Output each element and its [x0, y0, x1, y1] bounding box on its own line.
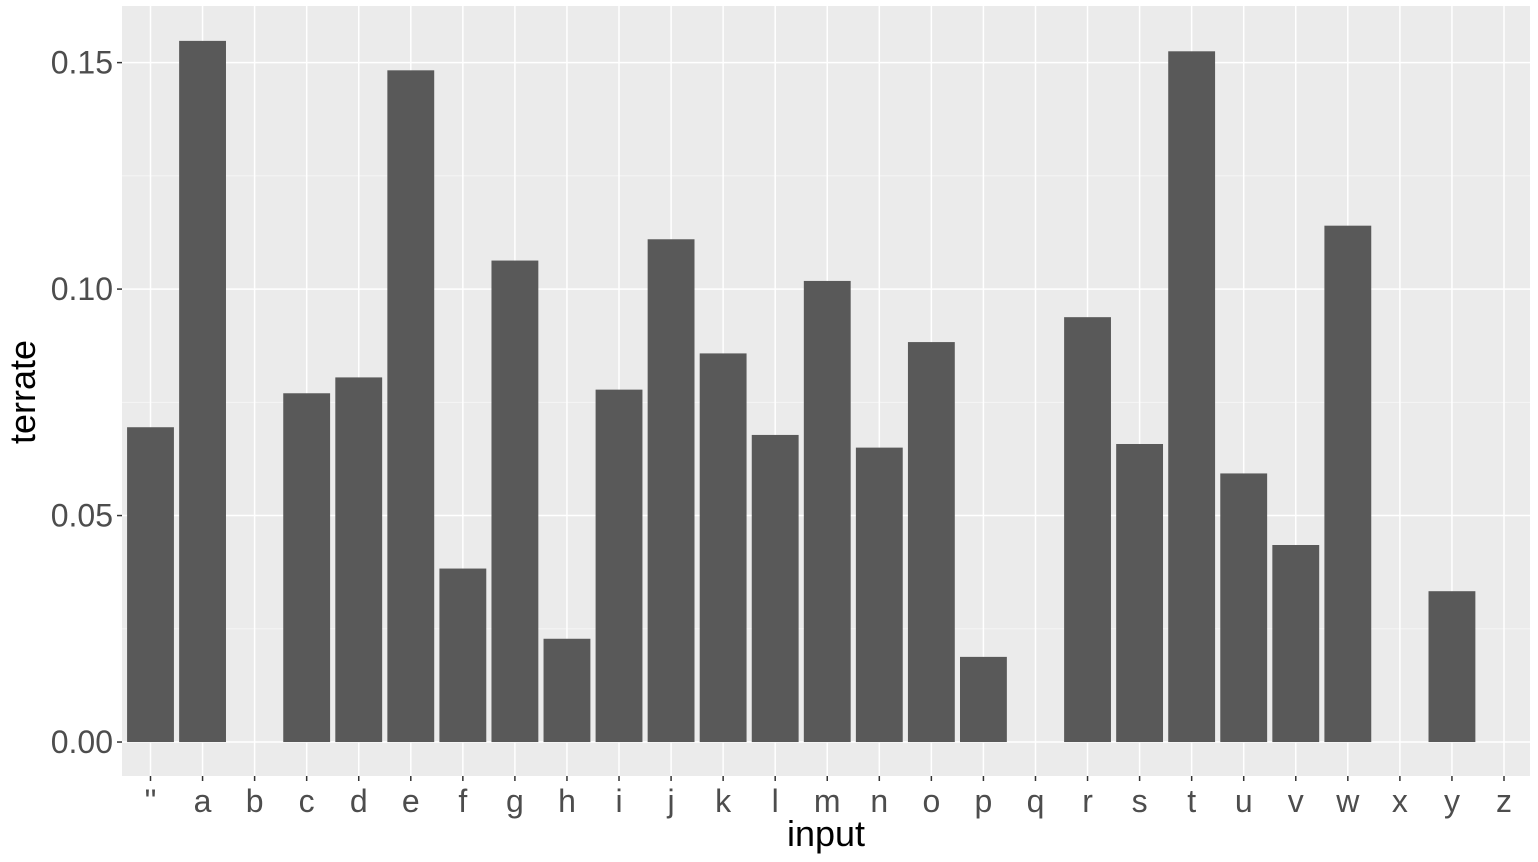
x-tick-label: ''	[144, 783, 156, 819]
bar-l	[751, 434, 799, 743]
x-tick-label: t	[1187, 783, 1196, 819]
x-tick-label: v	[1288, 783, 1304, 819]
bar-e	[387, 70, 435, 743]
x-tick-label: g	[506, 783, 524, 819]
y-tick-label: 0.15	[51, 45, 113, 81]
bar-y	[1428, 591, 1476, 743]
x-tick-label: a	[194, 783, 212, 819]
x-tick-label: u	[1235, 783, 1253, 819]
y-tick-label: 0.00	[51, 724, 113, 760]
x-tick-label: r	[1082, 783, 1093, 819]
y-tick-label: 0.05	[51, 498, 113, 534]
bar-r	[1064, 317, 1111, 743]
y-tick-label: 0.10	[51, 271, 113, 307]
bar-i	[595, 389, 643, 743]
x-tick-label: c	[299, 783, 315, 819]
bar-w	[1324, 225, 1372, 743]
x-tick-label: e	[402, 783, 420, 819]
bar-a	[179, 40, 226, 743]
x-tick-label: z	[1496, 783, 1512, 819]
bar-m	[803, 280, 851, 743]
x-tick-label: m	[814, 783, 841, 819]
x-axis-title: input	[787, 813, 865, 854]
x-tick-label: f	[458, 783, 467, 819]
bar-v	[1272, 545, 1320, 743]
x-tick-label: l	[772, 783, 779, 819]
x-tick-label: b	[246, 783, 264, 819]
x-tick-label: d	[350, 783, 368, 819]
bar-quote	[127, 427, 174, 743]
bar-f	[439, 568, 487, 743]
x-tick-label: p	[975, 783, 993, 819]
x-tick-label: j	[667, 783, 675, 819]
bar-p	[959, 656, 1007, 743]
bar-j	[647, 239, 695, 743]
bar-t	[1168, 51, 1216, 743]
bar-k	[699, 353, 747, 743]
bar-n	[855, 447, 903, 743]
bar-o	[907, 342, 955, 743]
x-tick-label: i	[615, 783, 622, 819]
bar-h	[543, 638, 591, 743]
x-tick-label: k	[715, 783, 732, 819]
bar-u	[1220, 473, 1268, 743]
bar-d	[335, 377, 383, 743]
x-tick-label: q	[1027, 783, 1045, 819]
y-axis-title: terrate	[2, 340, 43, 444]
bar-c	[283, 393, 331, 743]
x-tick-label: y	[1444, 783, 1460, 819]
x-tick-label: n	[870, 783, 888, 819]
bar-g	[491, 260, 539, 743]
x-tick-label: s	[1132, 783, 1148, 819]
x-tick-label: h	[558, 783, 576, 819]
x-tick-label: w	[1335, 783, 1360, 819]
x-tick-label: o	[922, 783, 940, 819]
bar-s	[1116, 443, 1164, 743]
x-tick-label: x	[1392, 783, 1408, 819]
